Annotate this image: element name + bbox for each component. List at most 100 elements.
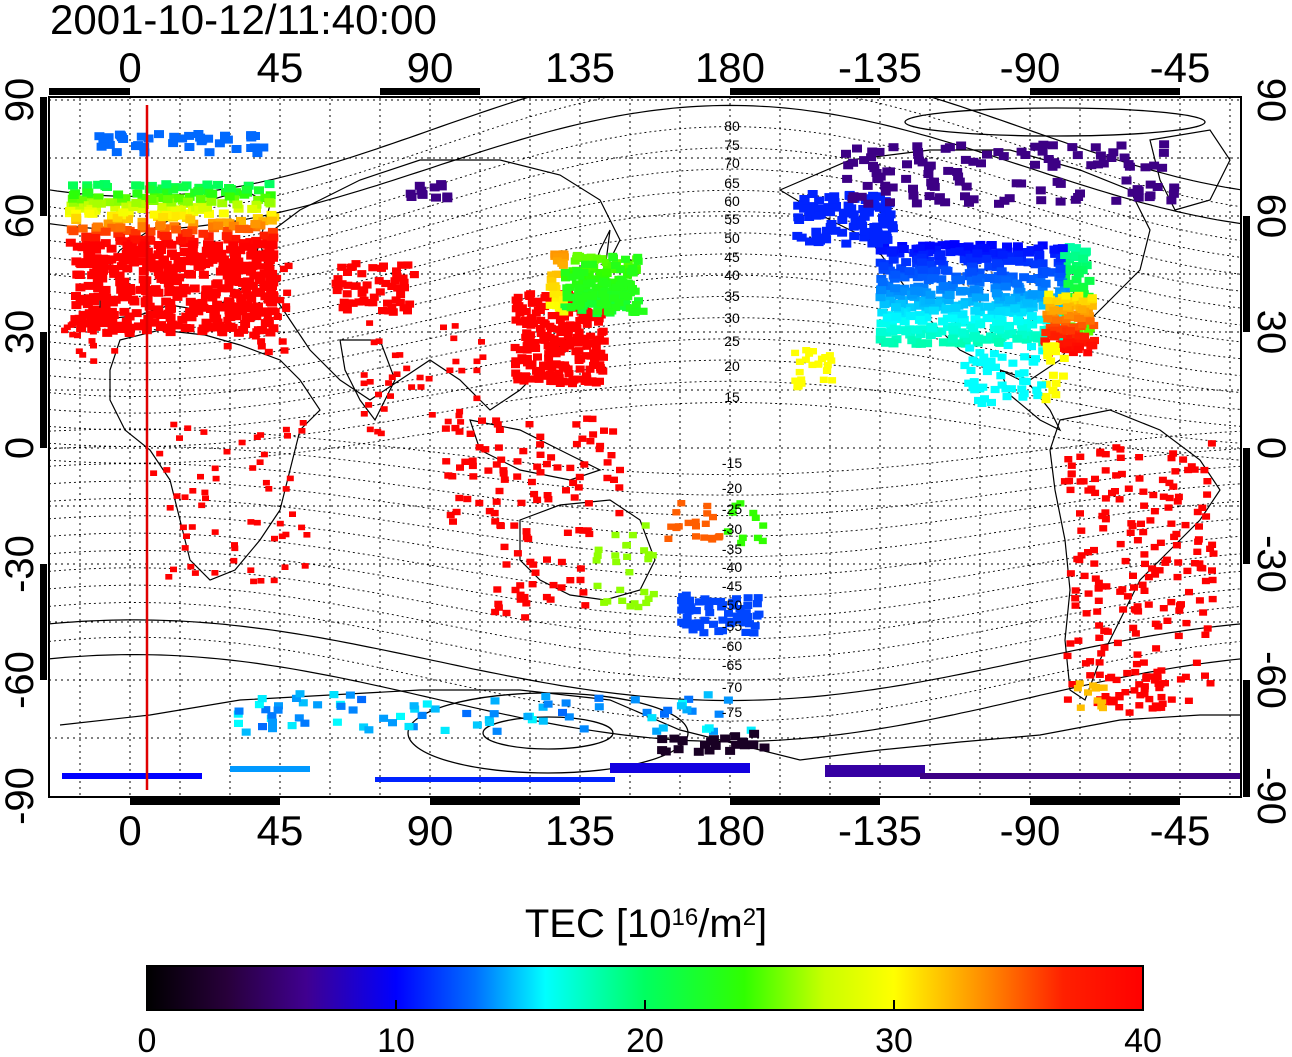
tec-point [1055, 269, 1066, 278]
tec-point [533, 297, 543, 305]
tec-point [1090, 143, 1101, 152]
tec-point [926, 261, 937, 270]
tec-point [88, 338, 96, 344]
tec-point [96, 142, 107, 151]
tec-point [113, 253, 124, 262]
tec-point [484, 467, 493, 474]
tec-point [968, 297, 979, 306]
tec-point [184, 131, 195, 140]
tec-point [731, 740, 742, 749]
tec-point [417, 711, 427, 719]
tec-point [576, 355, 586, 363]
tec-point [891, 303, 901, 312]
tec-point [1150, 508, 1159, 515]
bottom-tick-label: 135 [545, 807, 615, 854]
tec-point [168, 185, 179, 194]
tec-point [1093, 608, 1102, 615]
tec-point [429, 183, 440, 192]
tec-point [565, 321, 575, 329]
tec-point [966, 366, 976, 374]
tec-point [1083, 349, 1093, 357]
contour-line [49, 428, 1241, 476]
tec-point [525, 421, 534, 428]
tec-point [874, 147, 885, 156]
tec-point [396, 352, 404, 358]
top-tick-label: -90 [1000, 44, 1061, 91]
tec-point [520, 593, 529, 601]
colorbar-tick-label: 30 [875, 1022, 913, 1057]
tec-point [970, 306, 981, 315]
tec-point [691, 607, 701, 615]
tec-point [794, 383, 803, 390]
tec-point [591, 275, 601, 283]
tec-point [533, 353, 542, 361]
tec-point [749, 509, 758, 517]
tec-point [1030, 142, 1041, 151]
tec-point [994, 325, 1005, 334]
tec-point [530, 490, 539, 498]
tec-point [390, 277, 400, 285]
tec-point [863, 208, 874, 217]
tec-point [213, 241, 223, 250]
tec-point [1020, 353, 1030, 361]
tec-point [1130, 687, 1139, 694]
axis-bar [130, 798, 280, 805]
tec-point [905, 311, 916, 320]
tec-point [181, 494, 189, 500]
tec-point [155, 322, 166, 331]
tec-point [116, 285, 127, 294]
tec-point [1043, 297, 1053, 305]
tec-point [404, 722, 414, 731]
tec-point [1023, 248, 1033, 257]
tec-point [1004, 330, 1015, 339]
tec-point [968, 254, 979, 263]
tec-point [1044, 290, 1054, 298]
tec-point [235, 225, 246, 233]
tec-point [1017, 324, 1028, 333]
tec-point [948, 325, 959, 334]
tec-point [585, 365, 595, 373]
tec-point [268, 725, 277, 733]
tec-point [749, 629, 759, 637]
tec-point [679, 605, 689, 613]
tec-point [1140, 683, 1149, 690]
tec-point [595, 377, 604, 385]
tec-point [295, 690, 305, 698]
tec-point [241, 185, 252, 194]
tec-point [908, 191, 919, 200]
tec-point [220, 131, 230, 140]
tec-point [558, 362, 568, 370]
tec-point [195, 133, 206, 142]
tec-point [538, 703, 548, 711]
tec-point [878, 232, 889, 241]
tec-point [925, 331, 936, 339]
left-tick-label: -60 [0, 651, 42, 709]
tec-point [1020, 319, 1031, 328]
tec-point [138, 267, 149, 276]
tec-point [1052, 297, 1062, 305]
tec-point [222, 218, 232, 227]
tec-point [1165, 479, 1174, 487]
tec-point [79, 352, 87, 358]
tec-point [153, 305, 164, 314]
tec-point [364, 299, 374, 307]
tec-point [1123, 669, 1132, 677]
tec-point [188, 240, 199, 249]
tec-point [114, 130, 125, 139]
tec-point [825, 223, 836, 231]
tec-point [883, 281, 894, 290]
tec-point [93, 292, 104, 301]
tec-point [193, 307, 204, 316]
tec-point [966, 276, 977, 285]
tec-point [687, 707, 697, 715]
tec-point [172, 292, 183, 301]
contour-label: -25 [722, 501, 742, 517]
tec-point [539, 336, 549, 344]
tec-point [968, 324, 979, 333]
tec-point [1190, 466, 1199, 473]
tec-point [247, 567, 255, 573]
contour-label: 70 [724, 155, 740, 171]
tec-point [116, 262, 127, 271]
tec-point [999, 331, 1010, 340]
tec-point [93, 279, 104, 288]
